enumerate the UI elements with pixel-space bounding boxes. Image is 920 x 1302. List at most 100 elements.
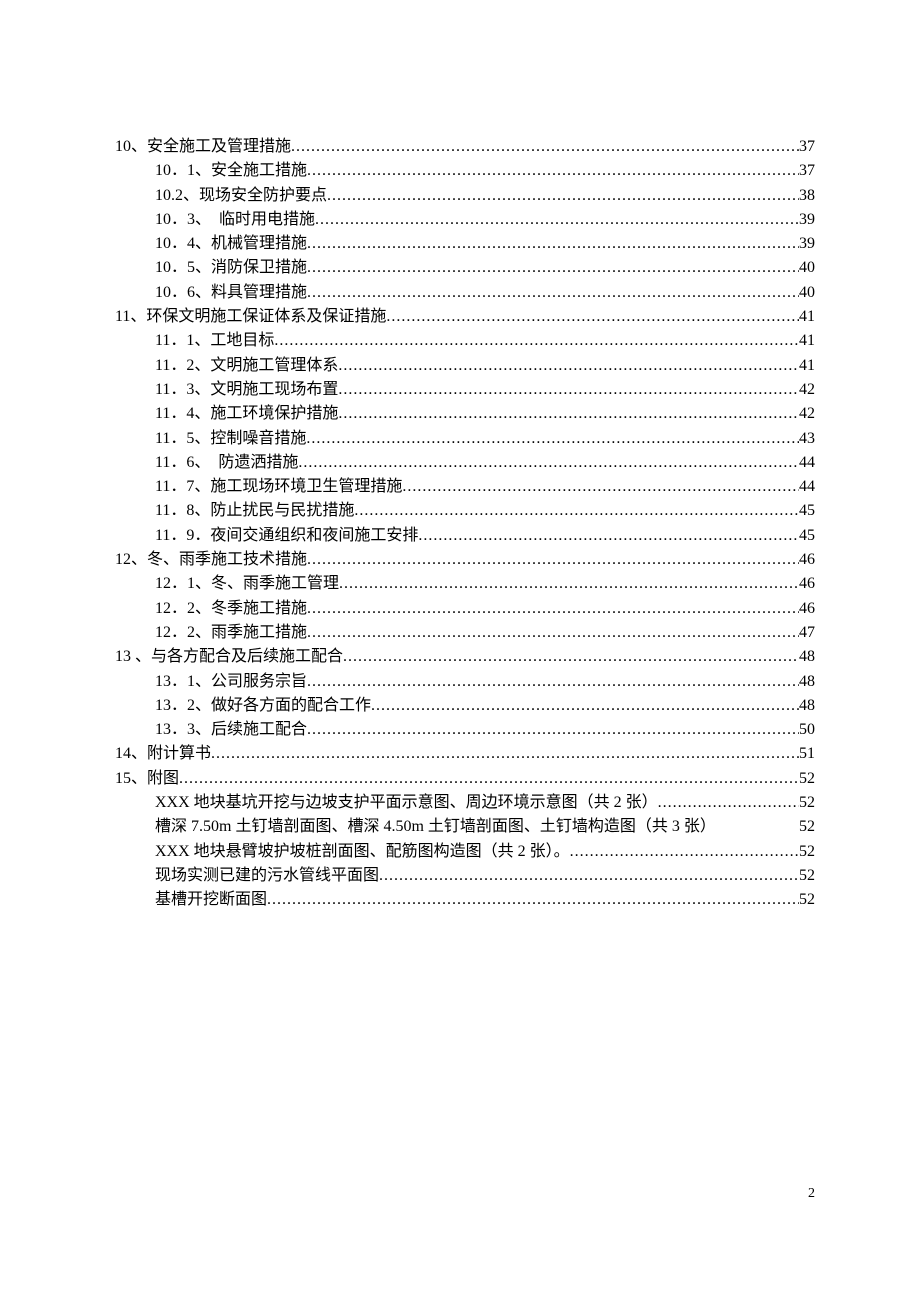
toc-entry-page: 37	[799, 135, 815, 159]
toc-entry-label: 12．2、雨季施工措施	[155, 621, 307, 645]
toc-entry-page: 45	[799, 524, 815, 548]
toc-entry-page: 42	[799, 378, 815, 402]
toc-entry-page: 43	[799, 427, 815, 451]
toc-entry: 12．2、冬季施工措施46	[115, 597, 815, 621]
toc-entry: 12．1、冬、雨季施工管理 46	[115, 572, 815, 596]
toc-entry-label: 12、冬、雨季施工技术措施	[115, 548, 307, 572]
toc-entry-page: 52	[799, 791, 815, 815]
toc-entry-page: 38	[799, 184, 815, 208]
toc-entry: 11．9．夜间交通组织和夜间施工安排 45	[115, 524, 815, 548]
page-number: 2	[808, 1186, 815, 1202]
toc-entry-label: 11．4、施工环境保护措施	[155, 402, 338, 426]
toc-entry-label: 10．5、消防保卫措施	[155, 256, 307, 280]
toc-leader-dots	[339, 572, 799, 596]
toc-entry-page: 52	[799, 864, 815, 888]
toc-entry: 现场实测已建的污水管线平面图52	[115, 864, 815, 888]
toc-entry: 10．3、 临时用电措施39	[115, 208, 815, 232]
toc-entry-label: 12．1、冬、雨季施工管理	[155, 572, 339, 596]
toc-entry: 15、附图52	[115, 767, 815, 791]
toc-entry-label: 10．6、料具管理措施	[155, 281, 307, 305]
toc-leader-dots	[418, 524, 799, 548]
toc-entry-label: 11．9．夜间交通组织和夜间施工安排	[155, 524, 418, 548]
toc-entry: 10．4、机械管理措施 39	[115, 232, 815, 256]
toc-entry-page: 48	[799, 670, 815, 694]
toc-entry: 13 、与各方配合及后续施工配合 48	[115, 645, 815, 669]
toc-entry: 11．4、施工环境保护措施 42	[115, 402, 815, 426]
toc-leader-dots	[307, 281, 799, 305]
toc-entry-label: 槽深 7.50m 土钉墙剖面图、槽深 4.50m 土钉墙剖面图、土钉墙构造图（共…	[155, 815, 716, 839]
toc-entry-label: 10.2、现场安全防护要点	[155, 184, 327, 208]
toc-leader-dots	[307, 621, 799, 645]
toc-entry-page: 52	[799, 767, 815, 791]
toc-leader-dots	[338, 354, 799, 378]
toc-entry-page: 44	[799, 451, 815, 475]
toc-entry: XXX 地块悬臂坡护坡桩剖面图、配筋图构造图（共 2 张）。52	[115, 840, 815, 864]
toc-entry-label: 13．3、后续施工配合	[155, 718, 307, 742]
toc-entry-label: 11．3、文明施工现场布置	[155, 378, 338, 402]
toc-entry: 10．5、消防保卫措施 40	[115, 256, 815, 280]
toc-entry-page: 45	[799, 499, 815, 523]
toc-leader-dots	[298, 451, 799, 475]
toc-leader-dots	[211, 742, 799, 766]
toc-entry-page: 47	[799, 621, 815, 645]
toc-leader-dots	[379, 864, 799, 888]
toc-leader-dots	[658, 791, 799, 815]
toc-entry: 11．5、控制噪音措施 43	[115, 427, 815, 451]
toc-leader-dots	[291, 135, 799, 159]
toc-list: 10、安全施工及管理措施 3710．1、安全施工措施3710.2、现场安全防护要点…	[115, 135, 815, 913]
toc-entry-label: 12．2、冬季施工措施	[155, 597, 307, 621]
toc-entry: 11．3、文明施工现场布置 42	[115, 378, 815, 402]
toc-leader-dots	[267, 888, 799, 912]
toc-entry-label: 11．5、控制噪音措施	[155, 427, 306, 451]
toc-entry-page: 41	[799, 354, 815, 378]
toc-entry-page: 52	[799, 888, 815, 912]
toc-entry-label: 11．2、文明施工管理体系	[155, 354, 338, 378]
toc-entry: 13．2、做好各方面的配合工作 48	[115, 694, 815, 718]
toc-leader-dots	[307, 232, 799, 256]
toc-entry: 11．6、 防遗洒措施44	[115, 451, 815, 475]
toc-entry-page: 46	[799, 572, 815, 596]
toc-leader-dots	[570, 840, 799, 864]
toc-leader-dots	[315, 208, 799, 232]
toc-page: 10、安全施工及管理措施 3710．1、安全施工措施3710.2、现场安全防护要点…	[0, 0, 920, 913]
toc-leader-dots	[338, 378, 799, 402]
toc-entry-page: 39	[799, 208, 815, 232]
toc-entry-label: 10．4、机械管理措施	[155, 232, 307, 256]
toc-entry-page: 42	[799, 402, 815, 426]
toc-leader-dots	[307, 718, 799, 742]
toc-entry-page: 50	[799, 718, 815, 742]
toc-leader-dots	[307, 548, 799, 572]
toc-entry-page: 48	[799, 645, 815, 669]
toc-entry: 11．7、施工现场环境卫生管理措施44	[115, 475, 815, 499]
toc-leader-dots	[343, 645, 799, 669]
toc-entry: 基槽开挖断面图 52	[115, 888, 815, 912]
toc-entry-label: 11、环保文明施工保证体系及保证措施	[115, 305, 386, 329]
toc-entry-page: 52	[799, 815, 815, 839]
toc-entry-page: 48	[799, 694, 815, 718]
toc-leader-dots	[307, 256, 799, 280]
toc-entry: 12、冬、雨季施工技术措施 46	[115, 548, 815, 572]
toc-entry: 11．2、文明施工管理体系 41	[115, 354, 815, 378]
toc-entry-label: 13 、与各方配合及后续施工配合	[115, 645, 343, 669]
toc-entry-page: 44	[799, 475, 815, 499]
toc-entry: 14、附计算书51	[115, 742, 815, 766]
toc-entry-page: 41	[799, 305, 815, 329]
toc-entry-label: XXX 地块基坑开挖与边坡支护平面示意图、周边环境示意图（共 2 张）	[155, 791, 658, 815]
toc-entry-label: 10、安全施工及管理措施	[115, 135, 291, 159]
toc-entry: XXX 地块基坑开挖与边坡支护平面示意图、周边环境示意图（共 2 张） 52	[115, 791, 815, 815]
toc-entry: 10．1、安全施工措施37	[115, 159, 815, 183]
toc-entry-page: 51	[799, 742, 815, 766]
toc-entry: 13．1、公司服务宗旨 48	[115, 670, 815, 694]
toc-entry-page: 46	[799, 548, 815, 572]
toc-entry-label: 13．1、公司服务宗旨	[155, 670, 307, 694]
toc-entry-page: 39	[799, 232, 815, 256]
toc-entry-label: 11．1、工地目标	[155, 329, 274, 353]
toc-entry-label: 13．2、做好各方面的配合工作	[155, 694, 371, 718]
toc-entry-page: 40	[799, 256, 815, 280]
toc-entry-label: XXX 地块悬臂坡护坡桩剖面图、配筋图构造图（共 2 张）。	[155, 840, 570, 864]
toc-entry-label: 基槽开挖断面图	[155, 888, 267, 912]
toc-entry-page: 41	[799, 329, 815, 353]
toc-entry: 12．2、雨季施工措施 47	[115, 621, 815, 645]
toc-entry-label: 10．1、安全施工措施	[155, 159, 307, 183]
toc-entry: 10．6、料具管理措施40	[115, 281, 815, 305]
